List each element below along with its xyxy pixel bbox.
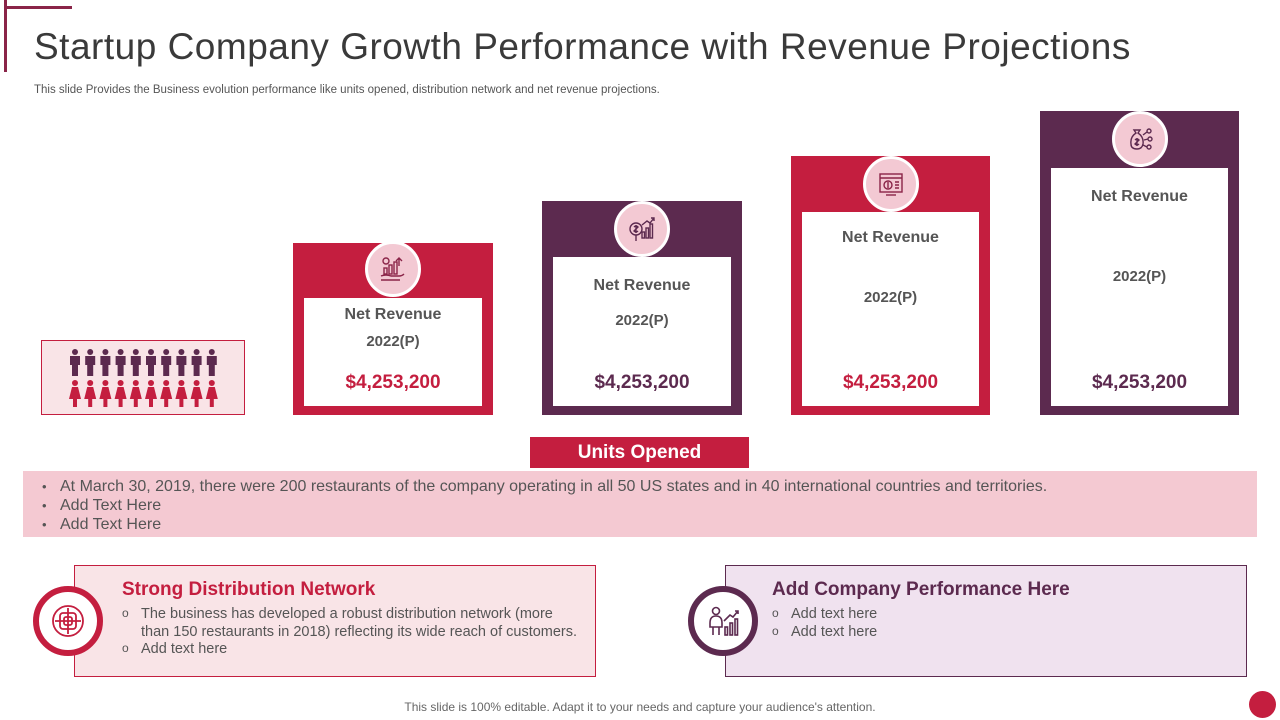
performance-bullet: Add text here bbox=[772, 623, 877, 642]
units-bullet: Add Text Here bbox=[23, 515, 1257, 534]
finance-screen-icon bbox=[862, 156, 919, 212]
male-figure bbox=[176, 349, 187, 376]
revenue-card-value: $4,253,200 bbox=[1091, 372, 1188, 393]
male-figure bbox=[100, 349, 111, 376]
female-figure bbox=[160, 380, 173, 407]
performance-bullet: Add text here bbox=[772, 605, 877, 624]
revenue-card-year: 2022(P) bbox=[863, 289, 918, 306]
revenue-card-label: Net Revenue bbox=[593, 277, 691, 294]
revenue-card-label: Net Revenue bbox=[842, 229, 939, 246]
growth-hand-icon bbox=[365, 241, 421, 297]
slide-subtitle: This slide Provides the Business evoluti… bbox=[34, 84, 660, 96]
revenue-card-body: Net Revenue 2022(P) $4,253,200 bbox=[1051, 168, 1228, 406]
revenue-card-label: Net Revenue bbox=[344, 306, 442, 323]
male-figure bbox=[85, 349, 96, 376]
knot-network-icon bbox=[33, 586, 103, 656]
revenue-card-body: Net Revenue 2022(P) $4,253,200 bbox=[553, 257, 731, 406]
people-group-panel bbox=[41, 340, 245, 415]
female-figure bbox=[84, 380, 97, 407]
distribution-network-box: Strong Distribution Network The business… bbox=[74, 565, 596, 677]
performance-bullet-list: Add text here Add text here bbox=[772, 605, 877, 642]
revenue-card-value: $4,253,200 bbox=[594, 372, 690, 393]
company-performance-box: Add Company Performance Here Add text he… bbox=[725, 565, 1247, 677]
units-bullet: Add Text Here bbox=[23, 496, 1257, 515]
female-figure bbox=[145, 380, 157, 407]
units-opened-panel: At March 30, 2019, there were 200 restau… bbox=[23, 471, 1257, 537]
male-figure bbox=[130, 349, 141, 376]
units-opened-header: Units Opened bbox=[530, 437, 749, 468]
male-figure bbox=[191, 349, 202, 376]
female-figure bbox=[175, 380, 188, 407]
male-figure bbox=[146, 349, 156, 376]
corner-accent-vertical bbox=[4, 0, 7, 72]
units-bullet: At March 30, 2019, there were 200 restau… bbox=[23, 477, 1257, 496]
corner-accent-horizontal bbox=[4, 6, 72, 9]
slide-title: Startup Company Growth Performance with … bbox=[34, 26, 1131, 67]
person-growth-chart-icon bbox=[688, 586, 758, 656]
revenue-card-2: Net Revenue 2022(P) $4,253,200 bbox=[542, 201, 742, 415]
dollar-chart-icon bbox=[614, 201, 670, 257]
revenue-card-year: 2022(P) bbox=[366, 333, 420, 350]
female-figure bbox=[129, 380, 142, 407]
distribution-bullet-list: The business has developed a robust dist… bbox=[122, 605, 582, 659]
revenue-card-body: Net Revenue 2022(P) $4,253,200 bbox=[802, 212, 979, 406]
female-figure bbox=[114, 380, 127, 407]
female-figure bbox=[205, 380, 218, 407]
male-figure bbox=[161, 349, 172, 376]
revenue-card-value: $4,253,200 bbox=[345, 372, 441, 393]
revenue-card-year: 2022(P) bbox=[1112, 268, 1167, 285]
revenue-card-value: $4,253,200 bbox=[842, 372, 939, 393]
male-figure bbox=[115, 349, 126, 376]
male-figure bbox=[206, 349, 217, 376]
distribution-title: Strong Distribution Network bbox=[122, 579, 376, 600]
distribution-bullet: Add text here bbox=[122, 640, 582, 659]
slide-footer: This slide is 100% editable. Adapt it to… bbox=[404, 700, 876, 714]
people-group-icon bbox=[69, 349, 218, 407]
units-bullet-list: At March 30, 2019, there were 200 restau… bbox=[23, 471, 1257, 534]
female-figure bbox=[99, 380, 112, 407]
money-bag-network-icon bbox=[1111, 111, 1168, 167]
revenue-card-1: Net Revenue 2022(P) $4,253,200 bbox=[293, 241, 493, 415]
performance-title: Add Company Performance Here bbox=[772, 579, 1070, 600]
corner-dot bbox=[1249, 691, 1276, 718]
female-figure bbox=[69, 380, 81, 407]
revenue-card-4: Net Revenue 2022(P) $4,253,200 bbox=[1040, 111, 1239, 415]
revenue-card-3: Net Revenue 2022(P) $4,253,200 bbox=[791, 156, 990, 415]
distribution-bullet: The business has developed a robust dist… bbox=[122, 605, 582, 641]
revenue-card-body: Net Revenue 2022(P) $4,253,200 bbox=[304, 298, 482, 406]
revenue-card-year: 2022(P) bbox=[615, 312, 669, 329]
revenue-card-label: Net Revenue bbox=[1091, 188, 1188, 205]
male-figure bbox=[70, 349, 80, 376]
female-figure bbox=[190, 380, 203, 407]
